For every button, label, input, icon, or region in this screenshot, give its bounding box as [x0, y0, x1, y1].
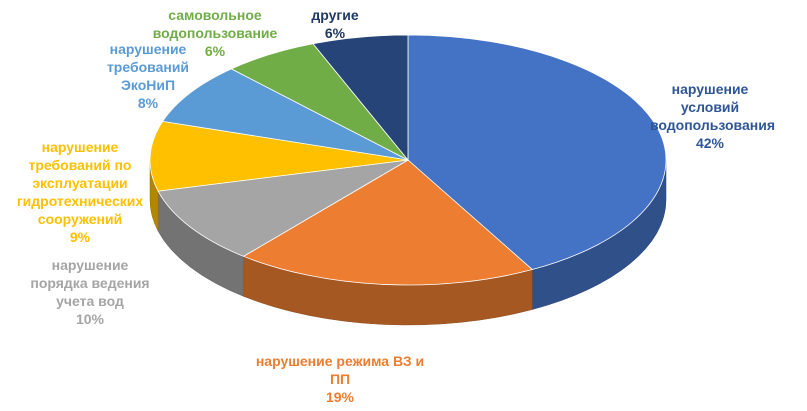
category-label: нарушение порядка ведения учета вод: [30, 257, 150, 309]
category-label: нарушение требований ЭкоНиП: [106, 41, 190, 93]
data-label: самовольное водопользование 6%: [140, 6, 290, 60]
value-label: 8%: [137, 95, 159, 111]
slice: [149, 120, 409, 192]
data-label: нарушение порядка ведения учета вод 10%: [25, 256, 155, 328]
slice: [407, 34, 667, 270]
data-label: нарушение режима ВЗ и ПП 19%: [255, 352, 425, 406]
data-label: нарушение требований ЭкоНиП 8%: [95, 40, 201, 112]
value-label: 6%: [324, 25, 346, 41]
data-label: нарушение условий водопользования 42%: [650, 80, 775, 152]
category-label: нарушение требований по эксплуатации гид…: [16, 139, 144, 227]
slice: [312, 34, 409, 162]
category-label: самовольное водопользование: [152, 7, 278, 41]
value-label: 19%: [325, 389, 355, 405]
category-label: нарушение условий водопользования: [650, 81, 775, 133]
value-label: 6%: [204, 43, 226, 59]
slice: [242, 159, 534, 286]
data-label: нарушение требований по эксплуатации гид…: [5, 138, 155, 246]
category-label: другие: [311, 7, 359, 23]
value-label: 10%: [75, 311, 105, 327]
data-label: другие 6%: [295, 6, 375, 42]
value-label: 42%: [695, 135, 725, 151]
slice: [161, 68, 409, 161]
value-label: 9%: [69, 229, 91, 245]
slice: [157, 159, 409, 257]
category-label: нарушение режима ВЗ и ПП: [255, 353, 425, 387]
